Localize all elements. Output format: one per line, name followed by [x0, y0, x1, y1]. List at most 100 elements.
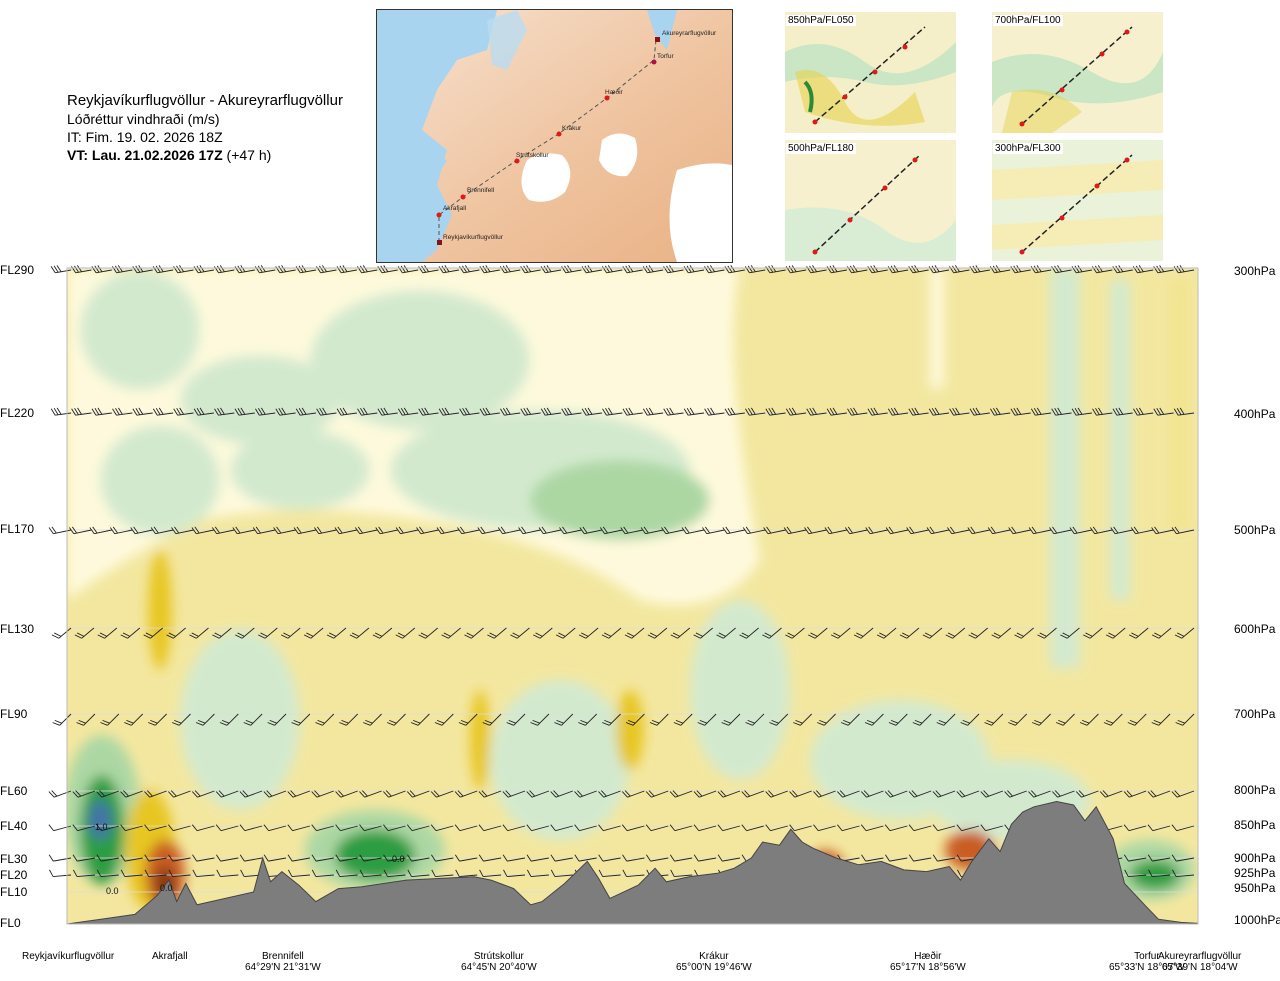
wind-barb [74, 627, 95, 639]
wind-barb [124, 713, 144, 726]
wind-barb [287, 824, 311, 832]
thumbnail-850hpa[interactable]: 850hPa/FL050 [785, 12, 956, 133]
wind-barb [72, 869, 95, 878]
terrain-profile [66, 800, 1199, 925]
wind-barb [721, 713, 741, 726]
wind-barb [431, 854, 454, 862]
waypoint-marker [604, 95, 610, 101]
wind-barb [1092, 407, 1113, 416]
wind-barb [601, 627, 622, 639]
wind-barb [1091, 265, 1113, 274]
wind-barb [663, 265, 684, 274]
wind-barb [1049, 526, 1072, 535]
wind-barb [922, 627, 943, 639]
thumbnail-700hpa[interactable]: 700hPa/FL100 [992, 12, 1163, 133]
wind-barb [559, 526, 582, 535]
location-coord: 65°00'N 19°46'W [676, 962, 752, 973]
wind-barb [377, 265, 398, 274]
wind-barb [168, 869, 191, 878]
wind-barb [275, 407, 296, 416]
wind-barb [887, 407, 909, 416]
wind-barb [789, 824, 812, 832]
wind-barb [817, 713, 836, 726]
thumbnail-label: 300hPa/FL300 [993, 143, 1063, 154]
wind-barb [69, 526, 92, 535]
wind-barb [1147, 790, 1171, 798]
thumbnail-300hpa[interactable]: 300hPa/FL300 [992, 140, 1163, 261]
wind-barb [1071, 265, 1092, 274]
location-coord: 65°39'N 18°04'W [1161, 962, 1238, 973]
wind-barb [287, 854, 310, 862]
waypoint-marker [556, 131, 562, 137]
wind-barb [932, 824, 956, 832]
fl-label: FL290 [0, 263, 35, 277]
waypoint-label: Reykjavíkurflugvöllur [443, 234, 504, 241]
wind-barb [144, 790, 167, 798]
wind-barb [624, 627, 645, 639]
wind-barb [518, 526, 541, 535]
wind-barb [1089, 526, 1113, 535]
thumbnail-map [992, 140, 1163, 261]
waypoint-label: Brennifell [467, 187, 495, 194]
wind-barb [430, 824, 454, 832]
fl-label: FL90 [0, 707, 28, 721]
wind-barb [479, 265, 500, 274]
wind-barb [219, 713, 239, 726]
wind-barb [239, 824, 263, 832]
wind-barb [263, 790, 287, 798]
wind-barb [502, 854, 526, 862]
wind-barb [625, 713, 645, 726]
contour-label: 0.0 [106, 886, 119, 896]
wind-barb [479, 869, 502, 878]
wind-barb [980, 869, 1003, 878]
wind-barb [574, 790, 597, 798]
wind-barb [48, 790, 72, 798]
wind-barb [502, 790, 526, 798]
pressure-label: 500hPa [1234, 523, 1276, 537]
wind-barb [152, 265, 174, 274]
wind-barb [263, 854, 287, 862]
waypoint-marker [460, 194, 466, 200]
wind-barb [602, 407, 623, 416]
wind-barb [574, 869, 597, 878]
wind-barb [967, 526, 990, 535]
wind-barb [602, 713, 621, 726]
wind-barb [693, 790, 717, 798]
glacier-vatnajokull [669, 163, 732, 262]
wind-barb [150, 526, 174, 535]
wind-barb [899, 627, 920, 639]
wind-barb [1028, 790, 1051, 798]
wind-barb [1127, 713, 1147, 726]
wind-barb [1004, 869, 1027, 878]
wind-barb [314, 526, 337, 535]
wind-barb [765, 854, 788, 862]
glacier-langjokull [521, 153, 571, 202]
wind-barb [50, 407, 72, 416]
wind-barb [416, 526, 439, 535]
route-title: Reykjavíkurflugvöllur - Akureyrarflugvöl… [67, 92, 343, 109]
wind-barb [487, 627, 507, 639]
wind-barb [335, 790, 358, 798]
wind-barb [956, 824, 980, 832]
wind-barb [681, 526, 705, 535]
wind-barb [724, 407, 745, 416]
wind-barb [482, 713, 502, 726]
wind-barb [956, 790, 980, 798]
wind-barb [663, 407, 684, 416]
location-name: Akureyrarflugvöllur [1158, 951, 1242, 962]
wind-barb [550, 790, 573, 798]
wind-barb [933, 869, 956, 878]
wind-barb [478, 824, 502, 832]
thumbnail-500hpa[interactable]: 500hPa/FL180 [785, 140, 956, 261]
wind-barb [120, 869, 143, 878]
wind-barb [670, 869, 693, 878]
wind-barb [1010, 265, 1031, 274]
fl-label: FL10 [0, 885, 28, 899]
wind-barb [908, 790, 932, 798]
wind-barb [144, 824, 167, 832]
wind-barb [434, 713, 454, 726]
level-gridlines [67, 269, 1198, 925]
wind-barb [745, 407, 766, 416]
wind-barb [526, 790, 550, 798]
wind-barb [540, 407, 562, 416]
